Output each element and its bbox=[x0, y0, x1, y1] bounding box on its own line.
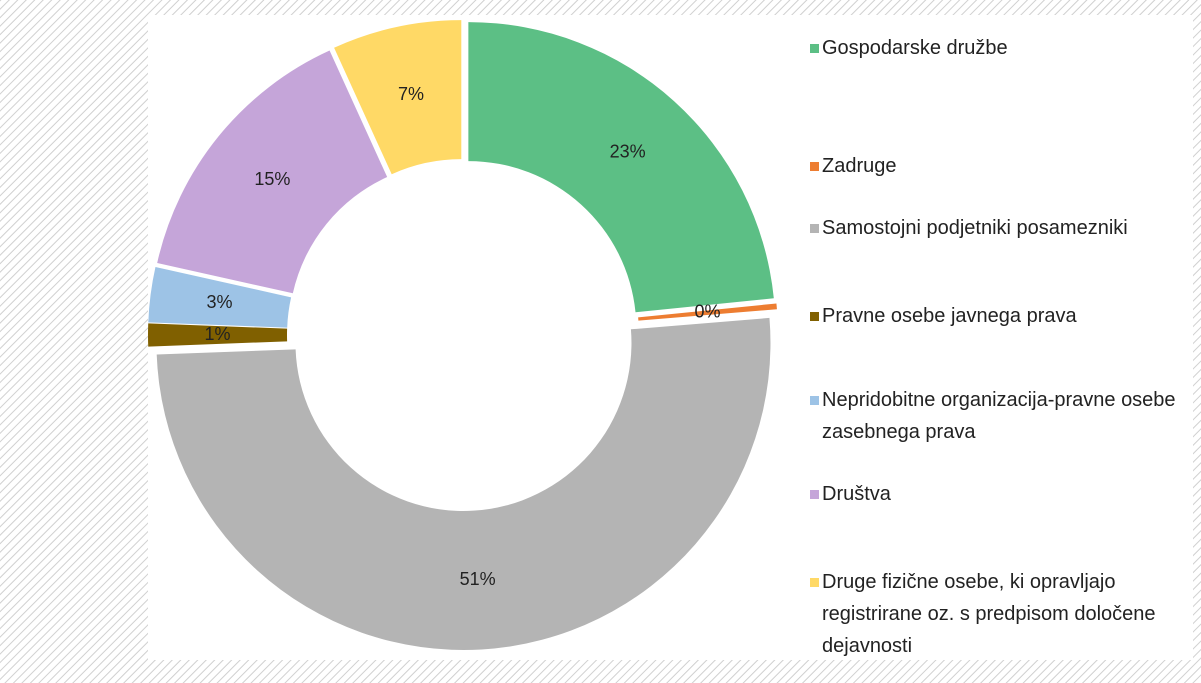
legend-marker bbox=[810, 578, 819, 587]
slices bbox=[148, 20, 777, 650]
data-label: 1% bbox=[204, 324, 230, 344]
legend-label: Društva bbox=[822, 483, 891, 505]
legend-label: Samostojni podjetniki posamezniki bbox=[822, 217, 1128, 239]
legend-label: Druge fizične osebe, ki opravljajo regis… bbox=[822, 571, 1156, 657]
legend-marker bbox=[810, 312, 819, 321]
data-label: 15% bbox=[254, 169, 290, 189]
slice bbox=[334, 20, 462, 175]
slice bbox=[148, 323, 288, 347]
legend-marker bbox=[810, 44, 819, 53]
data-label: 23% bbox=[610, 142, 646, 162]
slice bbox=[468, 22, 774, 313]
slice bbox=[157, 50, 388, 294]
data-label: 51% bbox=[460, 569, 496, 589]
legend-marker bbox=[810, 490, 819, 499]
data-label: 3% bbox=[207, 292, 233, 312]
slice bbox=[638, 303, 777, 321]
legend-label: Nepridobitne organizacija-pravne osebe z… bbox=[822, 389, 1176, 443]
slice bbox=[148, 267, 292, 328]
legend-marker bbox=[810, 162, 819, 171]
legend-marker bbox=[810, 224, 819, 233]
legend-label: Zadruge bbox=[822, 155, 897, 177]
data-label: 7% bbox=[398, 84, 424, 104]
data-label: 0% bbox=[694, 301, 720, 321]
legend-label: Gospodarske družbe bbox=[822, 37, 1008, 59]
slice bbox=[156, 317, 771, 650]
legend-marker bbox=[810, 396, 819, 405]
legend-label: Pravne osebe javnega prava bbox=[822, 305, 1077, 327]
